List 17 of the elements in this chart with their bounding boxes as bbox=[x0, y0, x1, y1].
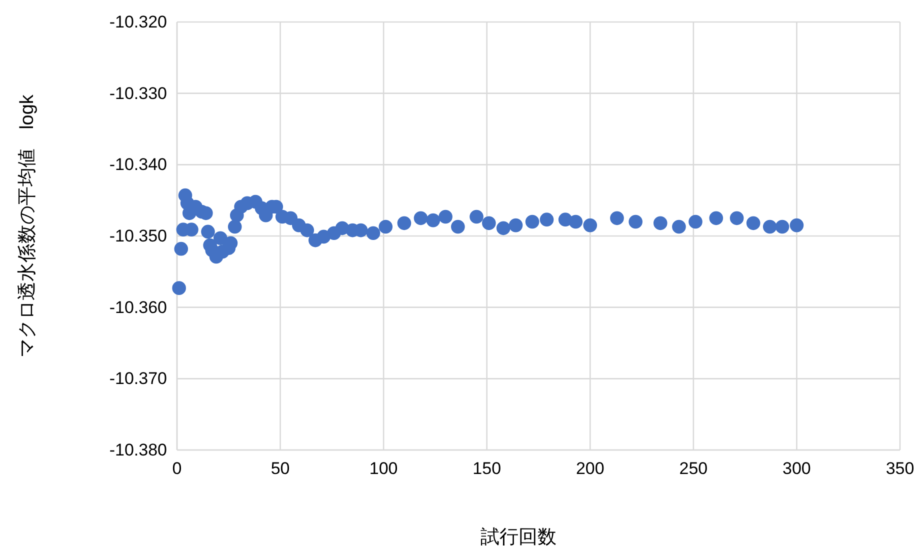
x-tick-label: 100 bbox=[369, 459, 398, 478]
x-tick-label: 350 bbox=[886, 459, 914, 478]
y-tick-label: -10.320 bbox=[109, 12, 167, 32]
y-tick-label: -10.380 bbox=[109, 440, 167, 460]
x-tick-label: 300 bbox=[782, 459, 811, 478]
y-tick-label: -10.370 bbox=[109, 369, 167, 388]
x-tick-label: 200 bbox=[576, 459, 604, 478]
y-tick-label: -10.340 bbox=[109, 155, 167, 174]
y-tick-label: -10.350 bbox=[109, 226, 167, 246]
x-tick-label: 250 bbox=[679, 459, 708, 478]
x-axis-title: 試行回数 bbox=[480, 527, 556, 548]
x-tick-label: 50 bbox=[270, 459, 290, 478]
y-tick-label: -10.330 bbox=[109, 84, 167, 103]
y-tick-label: -10.360 bbox=[109, 298, 167, 317]
x-tick-label: 0 bbox=[172, 459, 182, 478]
y-axis-title: マクロ透水係数の平均値 logk bbox=[17, 94, 38, 358]
x-tick-label: 150 bbox=[472, 459, 502, 478]
